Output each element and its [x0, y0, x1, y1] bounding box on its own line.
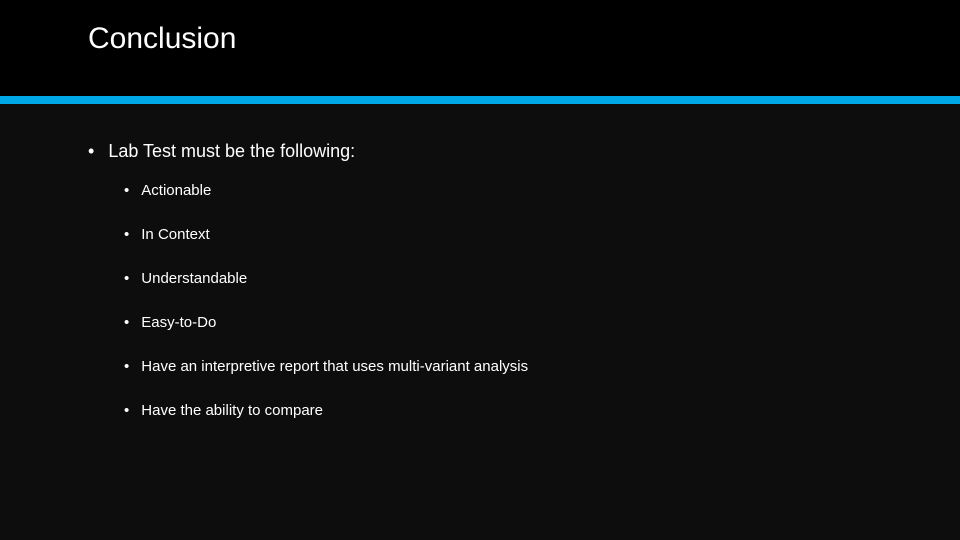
- bullet-icon: •: [124, 182, 129, 200]
- list-item: • In Context: [124, 226, 960, 244]
- list-item-text: In Context: [141, 226, 209, 244]
- bullet-icon: •: [88, 140, 94, 162]
- list-item: • Easy-to-Do: [124, 314, 960, 332]
- bullet-icon: •: [124, 314, 129, 332]
- accent-bar: [0, 96, 960, 104]
- sub-list: • Actionable • In Context • Understandab…: [88, 182, 960, 420]
- bullet-icon: •: [124, 270, 129, 288]
- bullet-icon: •: [124, 358, 129, 376]
- slide-body: • Lab Test must be the following: • Acti…: [0, 104, 960, 540]
- list-item: • Have an interpretive report that uses …: [124, 358, 960, 376]
- list-item-text: Understandable: [141, 270, 247, 288]
- slide-title: Conclusion: [88, 22, 960, 56]
- list-item: • Actionable: [124, 182, 960, 200]
- list-item-text: Have an interpretive report that uses mu…: [141, 358, 528, 376]
- list-item: • Have the ability to compare: [124, 402, 960, 420]
- bullet-icon: •: [124, 402, 129, 420]
- list-item-text: Lab Test must be the following:: [108, 140, 355, 162]
- list-item-text: Have the ability to compare: [141, 402, 323, 420]
- list-item: • Understandable: [124, 270, 960, 288]
- slide: Conclusion • Lab Test must be the follow…: [0, 0, 960, 540]
- list-item-text: Actionable: [141, 182, 211, 200]
- title-bar: Conclusion: [0, 0, 960, 96]
- bullet-icon: •: [124, 226, 129, 244]
- list-item: • Lab Test must be the following:: [88, 140, 960, 162]
- list-item-text: Easy-to-Do: [141, 314, 216, 332]
